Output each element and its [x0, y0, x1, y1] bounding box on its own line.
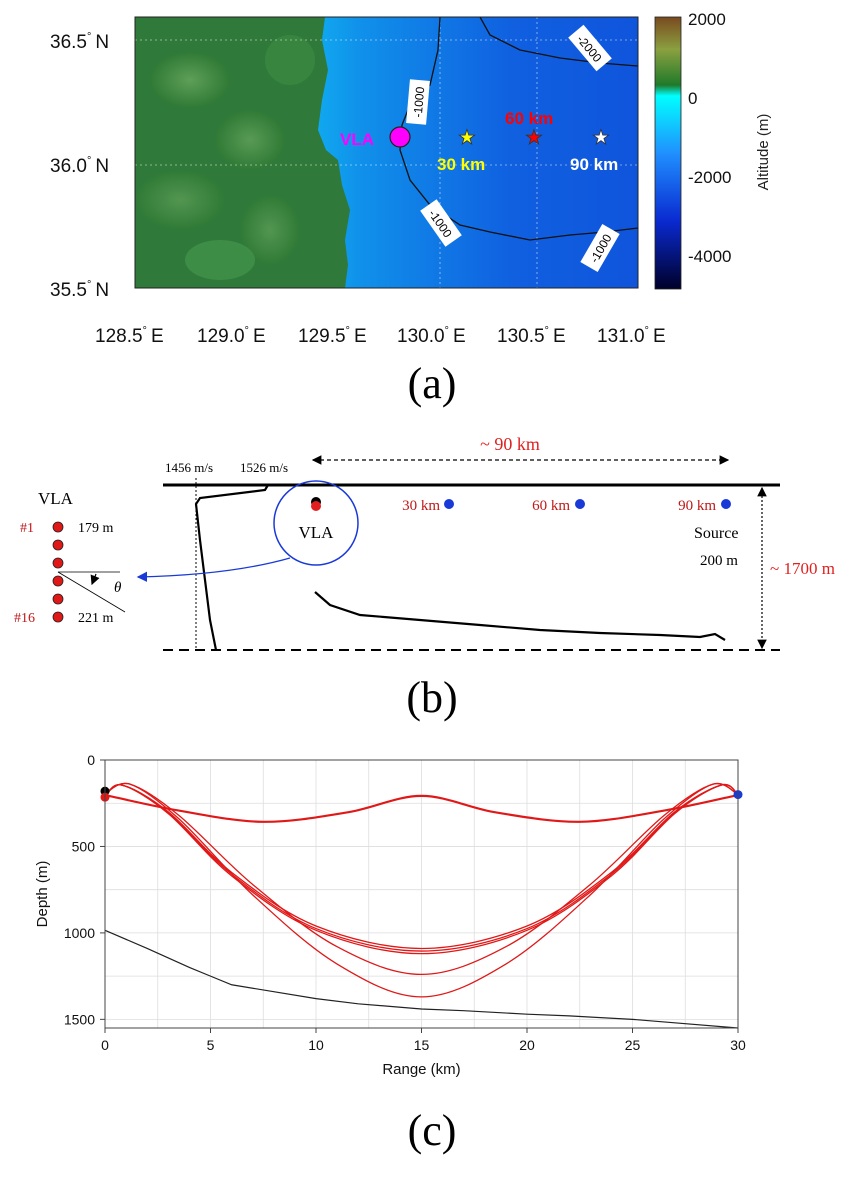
vla-array-elements	[52, 521, 64, 623]
theta-label: θ	[114, 580, 122, 596]
element-last-depth: 221 m	[78, 611, 114, 626]
x-tick-label: 20	[519, 1037, 535, 1053]
source-depth: 200 m	[700, 553, 738, 569]
colorbar-tick-1: 2000	[688, 10, 726, 29]
ray-path	[104, 794, 739, 823]
vla-zoom-circle	[273, 480, 359, 566]
vla-marker	[389, 126, 411, 148]
lat-label-1: 36.5° N	[50, 31, 109, 53]
x-axis-label: Range (km)	[382, 1061, 460, 1078]
x-tick-label: 10	[308, 1037, 324, 1053]
vla-map-label: VLA	[340, 130, 374, 149]
ray-path	[104, 793, 739, 823]
y-axis-label: Depth (m)	[34, 861, 51, 928]
source-30km-label: 30 km	[437, 155, 485, 174]
source-30km-marker	[444, 499, 454, 509]
colorbar-tick-3: -2000	[688, 168, 731, 187]
ray-path	[104, 783, 739, 952]
source-90km-marker	[721, 499, 731, 509]
ray-path	[104, 782, 739, 976]
ray-paths	[104, 782, 739, 998]
ray-path	[104, 783, 739, 950]
source-title: Source	[694, 525, 738, 542]
lon-label-2: 129.0° E	[197, 325, 266, 345]
source-90km-label: 90 km	[570, 155, 618, 174]
lon-label-5: 130.5° E	[497, 325, 566, 345]
chart-grid	[104, 759, 739, 1028]
source-60km-label: 60 km	[505, 109, 553, 128]
sound-speed-profile	[194, 484, 269, 651]
y-tick-label: 1500	[64, 1011, 95, 1027]
x-tick-label: 0	[101, 1037, 109, 1053]
star-30km-icon: ★	[458, 127, 476, 149]
source-60km-b-label: 60 km	[532, 498, 570, 514]
x-tick-label: 25	[625, 1037, 641, 1053]
lon-label-1: 128.5° E	[95, 325, 164, 345]
vla-array-title: VLA	[38, 489, 74, 508]
star-60km-icon: ★	[525, 127, 543, 149]
ray-path	[104, 782, 739, 998]
ray-path	[104, 783, 739, 955]
colorbar-tick-4: -4000	[688, 247, 731, 266]
bathymetry-line	[314, 591, 726, 641]
colorbar	[654, 16, 682, 290]
chart-ticks: 0 5 10 15 20 25 30 0 500 1000 1500	[64, 752, 746, 1053]
range-label: ~ 90 km	[480, 434, 540, 454]
contour-label-1: -1000	[406, 79, 430, 125]
panel-b-schematic: ~ 90 km 1456 m/s 1526 m/s ~ 1700 m VLA 3…	[14, 434, 835, 651]
lon-label-4: 130.0° E	[397, 325, 466, 345]
element-first-label: #1	[20, 521, 34, 536]
svg-text:-1000: -1000	[411, 86, 428, 118]
panel-c-label: (c)	[407, 1106, 457, 1155]
colorbar-tick-2: 0	[688, 89, 697, 108]
y-tick-label: 500	[72, 838, 96, 854]
water-depth-label: ~ 1700 m	[770, 559, 835, 578]
x-tick-label: 5	[207, 1037, 215, 1053]
element-first-depth: 179 m	[78, 521, 114, 536]
vla-bottom-element	[311, 501, 321, 511]
panel-a-map: -1000 -2000 -1000 -1000 VLA ★ ★ ★ 30 km …	[50, 10, 772, 345]
ssp-right-label: 1526 m/s	[240, 460, 288, 475]
source-90km-b-label: 90 km	[678, 498, 716, 514]
x-tick-label: 15	[414, 1037, 430, 1053]
contour-label-2: -2000	[568, 24, 612, 72]
bathymetry	[104, 929, 739, 1029]
y-tick-label: 1000	[64, 925, 95, 941]
zoom-arrow	[136, 557, 291, 583]
contour-2000-line	[479, 17, 638, 67]
source-60km-marker	[575, 499, 585, 509]
lon-label-3: 129.5° E	[298, 325, 367, 345]
element-last-label: #16	[14, 611, 35, 626]
panel-b-label: (b)	[406, 673, 458, 722]
colorbar-title: Altitude (m)	[755, 114, 772, 191]
y-tick-label: 0	[87, 752, 95, 768]
x-tick-label: 30	[730, 1037, 746, 1053]
lon-label-6: 131.0° E	[597, 325, 666, 345]
panel-c-ray-chart: 0 5 10 15 20 25 30 0 500 1000 1500 Range (km) Dept…	[34, 752, 746, 1078]
bathymetry-line	[104, 929, 739, 1029]
star-90km-icon: ★	[592, 127, 610, 149]
lat-label-2: 36.0° N	[50, 155, 109, 177]
lat-label-3: 35.5° N	[50, 279, 109, 301]
plot-frame	[104, 759, 739, 1029]
source-30km-b-label: 30 km	[402, 498, 440, 514]
vla-circle-label: VLA	[299, 523, 335, 542]
ssp-left-label: 1456 m/s	[165, 460, 213, 475]
panel-a-label: (a)	[407, 359, 457, 408]
